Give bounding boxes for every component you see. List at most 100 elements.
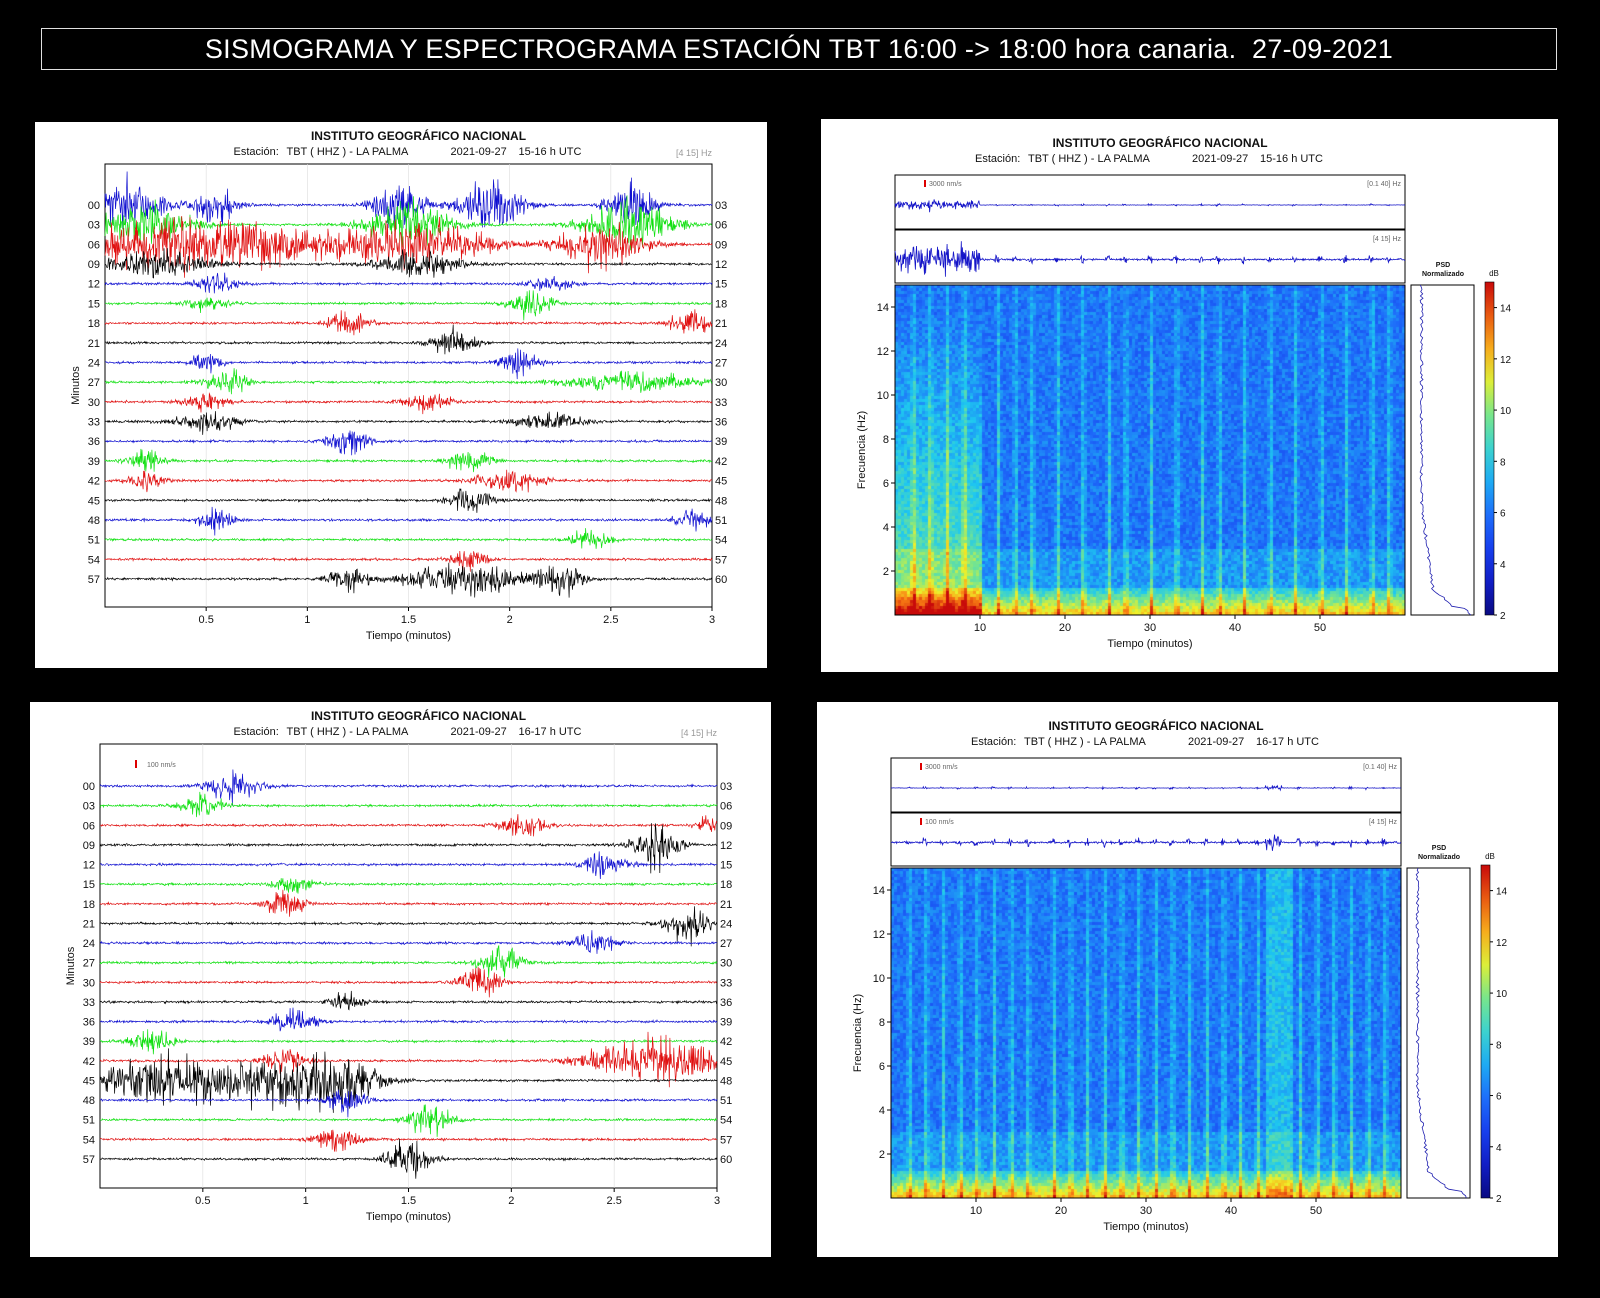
x-tick-label: 2	[508, 1195, 514, 1207]
y-tick-label: 6	[879, 1061, 885, 1073]
trace-start-label: 21	[83, 918, 95, 930]
colorbar-tick-label: 2	[1500, 611, 1506, 622]
trace-scale-label: 100 nm/s	[925, 819, 954, 826]
panel-title: INSTITUTO GEOGRÁFICO NACIONAL	[311, 708, 526, 723]
seismic-trace	[99, 889, 717, 917]
trace-start-label: 51	[88, 535, 100, 547]
seismic-trace	[99, 990, 718, 1011]
seismic-trace	[99, 944, 718, 978]
seismic-trace	[104, 215, 713, 278]
trace-start-label: 18	[88, 318, 100, 330]
x-tick-label: 0.5	[199, 614, 214, 626]
trace-end-label: 48	[715, 495, 727, 507]
y-axis-label: Minutos	[65, 946, 77, 985]
trace-end-label: 30	[715, 377, 727, 389]
x-tick-label: 10	[970, 1205, 982, 1217]
trace-end-label: 15	[720, 860, 732, 872]
colorbar-tick-label: 12	[1500, 355, 1512, 366]
trace-end-label: 60	[715, 574, 727, 586]
trace-start-label: 36	[88, 436, 100, 448]
seismic-trace	[104, 506, 713, 536]
seismic-trace	[99, 1089, 718, 1118]
colorbar-unit: dB	[1485, 852, 1495, 861]
trace-end-label: 51	[720, 1095, 732, 1107]
psd-curve	[1419, 284, 1472, 616]
y-tick-label: 6	[883, 478, 889, 490]
spectrogram-panel-16-17: INSTITUTO GEOGRÁFICO NACIONAL Estación: TB…	[817, 702, 1558, 1257]
panel-title: INSTITUTO GEOGRÁFICO NACIONAL	[1048, 718, 1263, 733]
seismic-trace	[100, 814, 718, 837]
trace-end-label: 57	[715, 554, 727, 566]
hour-label: 15-16 h UTC	[1260, 153, 1323, 165]
seismic-trace	[99, 823, 718, 874]
trace-end-label: 12	[715, 259, 727, 271]
x-tick-label: 20	[1055, 1205, 1067, 1217]
trace-start-label: 12	[83, 860, 95, 872]
seismic-trace	[99, 1031, 718, 1088]
station-label: Estación:	[971, 736, 1016, 748]
colorbar-tick-label: 14	[1500, 304, 1512, 315]
trace-start-label: 00	[83, 781, 95, 793]
seismogram-panel-15-16: INSTITUTO GEOGRÁFICO NACIONAL Estación: TB…	[35, 122, 767, 668]
x-tick-label: 1	[303, 1195, 309, 1207]
trace-end-label: 39	[720, 1017, 732, 1029]
trace-end-label: 54	[720, 1115, 732, 1127]
seismogram-panel-16-17: INSTITUTO GEOGRÁFICO NACIONAL Estación: TB…	[30, 702, 771, 1257]
trace-end-label: 03	[715, 200, 727, 212]
trace-start-label: 30	[88, 397, 100, 409]
y-tick-label: 10	[877, 390, 889, 402]
trace-end-label: 12	[720, 840, 732, 852]
trace-start-label: 15	[83, 879, 95, 891]
seismic-trace	[104, 528, 713, 549]
colorbar-tick-label: 8	[1496, 1040, 1502, 1051]
x-tick-label: 40	[1229, 622, 1241, 634]
x-tick-label: 2.5	[603, 614, 618, 626]
trace-start-label: 24	[88, 357, 100, 369]
trace-end-label: 15	[715, 279, 727, 291]
trace-end-label: 42	[720, 1036, 732, 1048]
seismic-trace	[104, 309, 713, 336]
y-tick-label: 12	[877, 346, 889, 358]
trace-start-label: 24	[83, 938, 95, 950]
broadband-trace	[894, 199, 1406, 213]
psd-label-sub: Normalizado	[1422, 271, 1464, 278]
trace-start-label: 33	[88, 417, 100, 429]
colorbar-tick-label: 10	[1496, 989, 1508, 1000]
x-tick-label: 3	[714, 1195, 720, 1207]
spectrogram-chart: INSTITUTO GEOGRÁFICO NACIONAL Estación: TB…	[856, 135, 1512, 650]
y-tick-label: 12	[873, 929, 885, 941]
trace-end-label: 18	[720, 879, 732, 891]
trace-start-label: 39	[83, 1036, 95, 1048]
trace-end-label: 36	[715, 417, 727, 429]
filter-label: [4 15] Hz	[676, 148, 713, 158]
trace-start-label: 45	[88, 495, 100, 507]
y-tick-label: 4	[879, 1105, 885, 1117]
seismic-trace	[99, 930, 718, 954]
date-label: 2021-09-27	[1192, 153, 1248, 165]
colorbar-tick-label: 6	[1496, 1092, 1502, 1103]
colorbar-unit: dB	[1489, 269, 1499, 278]
colorbar	[1484, 281, 1495, 616]
y-axis-label: Frecuencia (Hz)	[856, 411, 868, 489]
trace-end-label: 27	[715, 357, 727, 369]
y-tick-label: 2	[883, 566, 889, 578]
broadband-trace	[890, 784, 1402, 792]
trace-filter-label: [4 15] Hz	[1369, 819, 1398, 826]
trace-end-label: 24	[720, 918, 732, 930]
page-title: SISMOGRAMA Y ESPECTROGRAMA ESTACIÓN TBT …	[41, 28, 1557, 70]
seismic-trace	[104, 272, 713, 294]
seismic-trace	[99, 769, 718, 806]
seismic-trace	[104, 248, 713, 279]
trace-start-label: 06	[88, 239, 100, 251]
seismic-trace	[105, 392, 713, 415]
y-axis-label: Frecuencia (Hz)	[852, 994, 864, 1072]
colorbar	[1480, 864, 1491, 1199]
trace-end-label: 54	[715, 535, 727, 547]
panel-title: INSTITUTO GEOGRÁFICO NACIONAL	[1052, 135, 1267, 150]
y-tick-label: 10	[873, 973, 885, 985]
trace-start-label: 39	[88, 456, 100, 468]
spectrogram-canvas	[891, 868, 1401, 1198]
x-tick-label: 2	[507, 614, 513, 626]
seismogram-chart: INSTITUTO GEOGRÁFICO NACIONAL Estación: TB…	[70, 128, 727, 642]
trace-filter-label: [0.1 40] Hz	[1367, 181, 1401, 188]
